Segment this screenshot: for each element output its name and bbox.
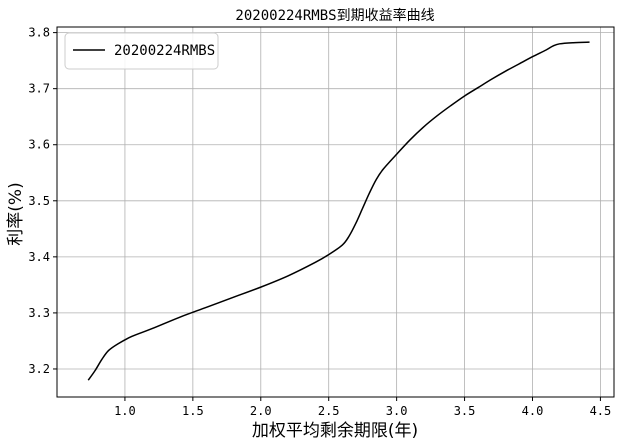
x-tick-label: 2.0 <box>250 404 272 418</box>
y-axis-label: 利率(%) <box>6 182 26 245</box>
x-tick-label: 3.0 <box>386 404 408 418</box>
y-tick-label: 3.8 <box>28 26 50 40</box>
plot-frame <box>56 26 615 398</box>
tick-layer: 1.0 1.5 2.0 2.5 3.0 3.5 4.0 4.5 3.2 3.3 3.4 3.5 3.6 3… <box>28 26 611 418</box>
x-tick-label: 4.0 <box>522 404 544 418</box>
y-tick-label: 3.5 <box>28 194 50 208</box>
legend-box <box>64 32 219 70</box>
y-tick-label: 3.2 <box>28 362 50 376</box>
x-axis-label: 加权平均剩余期限(年) <box>252 421 418 441</box>
grid-lines <box>57 27 614 397</box>
chart-title: 20200224RMBS到期收益率曲线 <box>235 7 434 24</box>
y-tick-label: 3.6 <box>28 138 50 152</box>
series-layer <box>87 41 590 381</box>
x-tick-label: 3.5 <box>454 404 476 418</box>
x-tick-label: 2.5 <box>318 404 340 418</box>
y-tick-label: 3.7 <box>28 82 50 96</box>
y-tick-label: 3.4 <box>28 250 50 264</box>
x-tick-label: 1.0 <box>114 404 136 418</box>
x-tick-label: 1.5 <box>182 404 204 418</box>
y-tick-label: 3.3 <box>28 306 50 320</box>
legend: 20200224RMBS <box>64 32 219 70</box>
legend-label-20200224rmbs: 20200224RMBS <box>114 43 215 59</box>
x-tick-label: 4.5 <box>590 404 612 418</box>
series-line-0 <box>87 41 590 381</box>
